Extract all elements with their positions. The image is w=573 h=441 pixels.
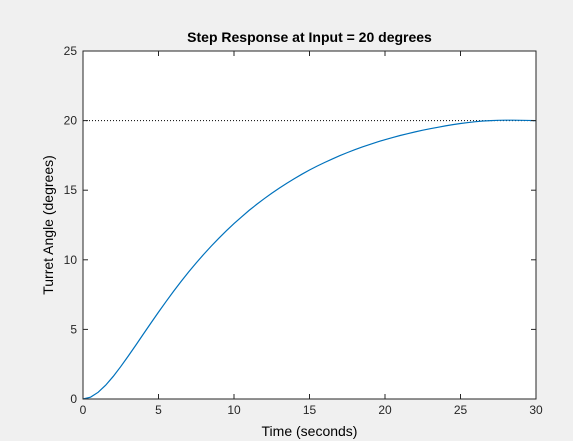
y-tick-label: 0 [70, 392, 77, 406]
y-tick-label: 10 [64, 253, 78, 267]
y-tick-label: 20 [64, 114, 78, 128]
y-tick-label: 15 [64, 183, 78, 197]
plot-area [83, 51, 536, 399]
series-line [82, 119, 537, 400]
ticks-layer: 0 5 10 15 20 25 30 0 5 10 15 20 25 [64, 44, 543, 417]
x-tick-label: 30 [529, 403, 543, 417]
x-tick-label: 0 [80, 403, 87, 417]
plot-layer [82, 119, 537, 400]
x-tick-label: 10 [227, 403, 241, 417]
x-tick-label: 5 [155, 403, 162, 417]
y-axis-title: Turret Angle (degrees) [40, 155, 56, 295]
y-tick-label: 25 [64, 44, 78, 58]
y-tick-label: 5 [70, 322, 77, 336]
x-tick-label: 15 [303, 403, 317, 417]
x-axis-title: Time (seconds) [262, 423, 358, 439]
chart-title: Step Response at Input = 20 degrees [187, 29, 432, 45]
x-tick-label: 25 [454, 403, 468, 417]
x-tick-label: 20 [378, 403, 392, 417]
